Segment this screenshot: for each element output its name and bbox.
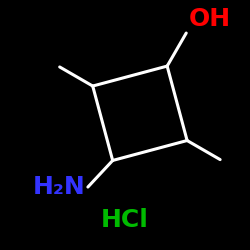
- Text: OH: OH: [189, 6, 231, 30]
- Text: HCl: HCl: [101, 208, 149, 232]
- Text: H₂N: H₂N: [33, 175, 86, 199]
